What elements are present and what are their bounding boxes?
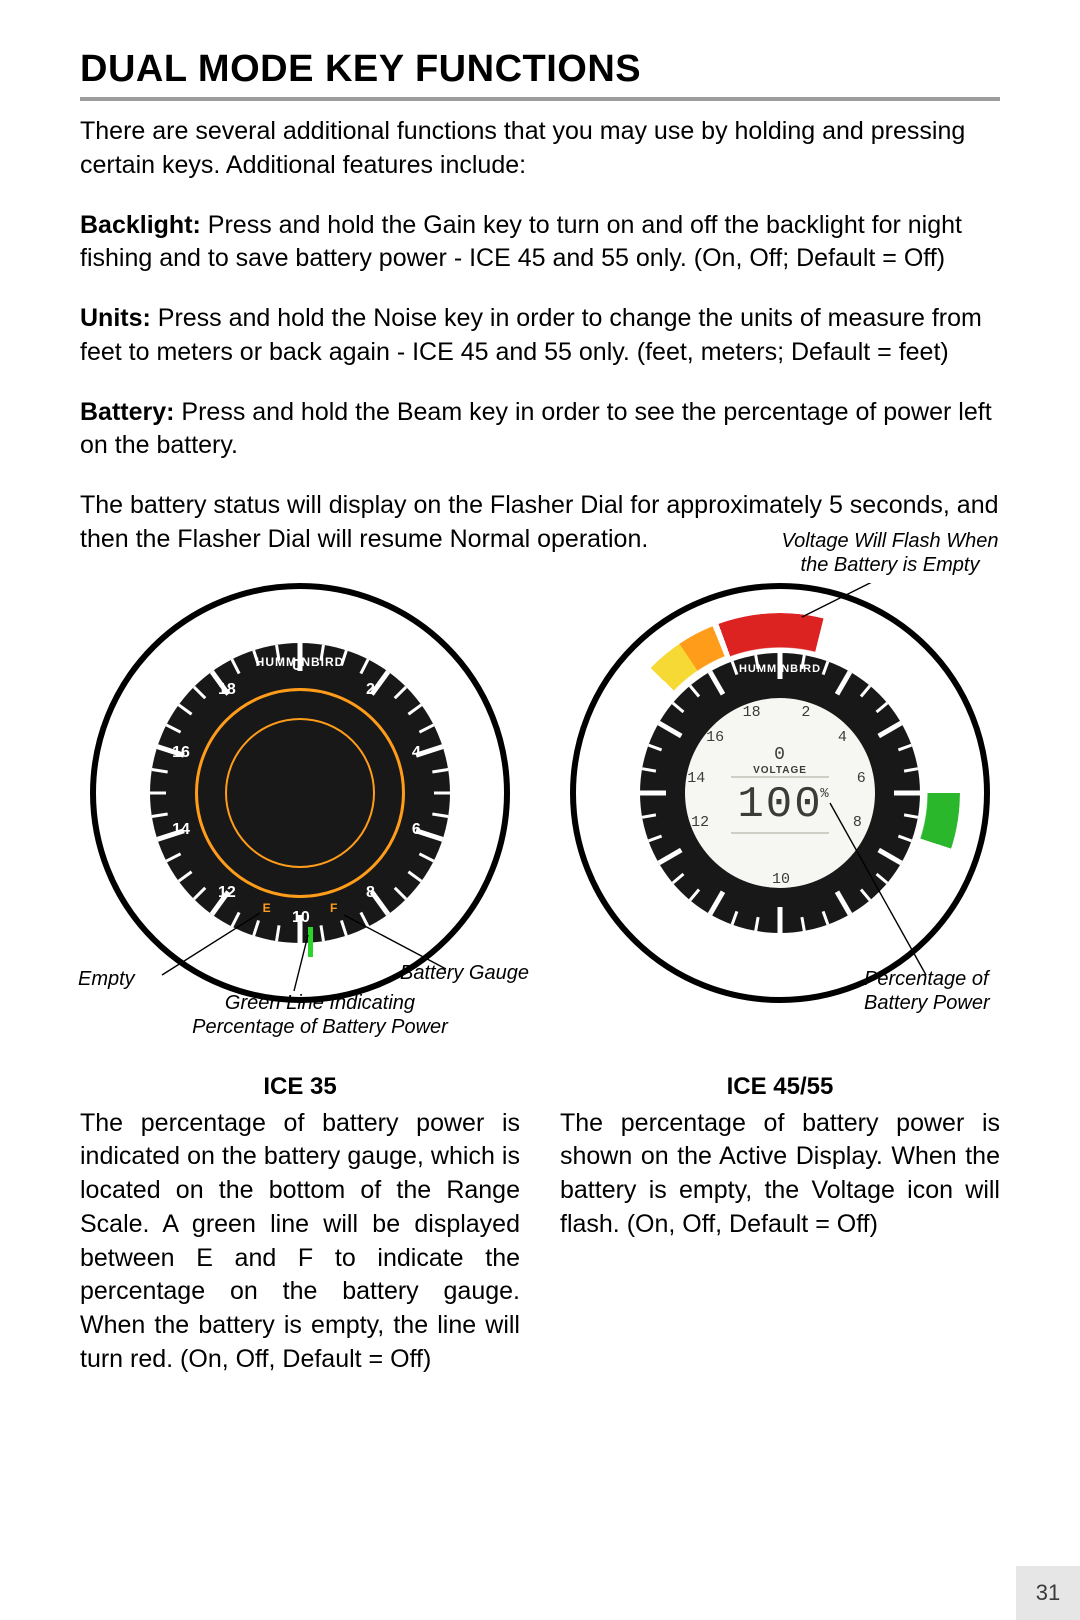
annot-pct-l2: Battery Power: [864, 992, 990, 1014]
dial45-scale-number: 14: [687, 770, 705, 787]
backlight-label: Backlight:: [80, 211, 201, 239]
manual-page: DUAL MODE KEY FUNCTIONS There are severa…: [0, 0, 1080, 1620]
backlight-paragraph: Backlight: Press and hold the Gain key t…: [80, 209, 1000, 277]
annot-voltage-flash-l1: Voltage Will Flash When: [782, 530, 999, 552]
dial35-scale-number: 4: [412, 744, 421, 762]
dial35-ef-label: E F: [90, 901, 510, 915]
battery-text: Press and hold the Beam key in order to …: [80, 398, 992, 460]
dial45-scale-number: 4: [838, 729, 847, 746]
dial45-wrap: HUMMINBIRD 0 VOLTAGE 100 18216414612810 …: [570, 583, 990, 1003]
annot-voltage-flash-l2: the Battery is Empty: [801, 554, 980, 576]
units-text: Press and hold the Noise key in order to…: [80, 304, 982, 366]
annot-greenline-l2: Percentage of Battery Power: [192, 1016, 448, 1038]
annot-greenline-l1: Green Line Indicating: [225, 992, 415, 1014]
dial45-scale-number: 2: [801, 704, 810, 721]
dial45-scale-number: 12: [691, 814, 709, 831]
battery-paragraph: Battery: Press and hold the Beam key in …: [80, 396, 1000, 464]
dial35-wrap: HUMMINBIRD 024681012141618 E F Empty Gre…: [90, 583, 510, 1003]
dial35-scale-number: 6: [412, 821, 421, 839]
ice35-caption: The percentage of battery power is indic…: [80, 1107, 520, 1377]
battery-label: Battery:: [80, 398, 174, 426]
annot-pct: Percentage of Battery Power: [864, 967, 1044, 1015]
annot-gauge: Battery Gauge: [400, 961, 560, 985]
dial45-scale-number: 10: [772, 871, 790, 888]
intro-paragraph: There are several additional functions t…: [80, 115, 1000, 183]
dial35-scale-number: 16: [172, 744, 190, 762]
ice45-caption-title: ICE 45/55: [560, 1073, 1000, 1101]
units-label: Units:: [80, 304, 151, 332]
dial45-scale-number: 18: [743, 704, 761, 721]
dial35-scale-number: 0: [292, 657, 301, 675]
dial45-scale-number: 8: [853, 814, 862, 831]
ice35-caption-title: ICE 35: [80, 1073, 520, 1101]
figure-ice45: Voltage Will Flash When the Battery is E…: [560, 583, 1000, 1377]
title-rule: [80, 97, 1000, 101]
dial35-green-line: [308, 927, 313, 957]
ice45-caption: The percentage of battery power is shown…: [560, 1107, 1000, 1242]
figure-ice35: HUMMINBIRD 024681012141618 E F Empty Gre…: [80, 583, 520, 1377]
dial45: HUMMINBIRD 0 VOLTAGE 100 18216414612810: [570, 583, 990, 1003]
dial45-scale-number: 16: [706, 729, 724, 746]
annot-greenline: Green Line Indicating Percentage of Batt…: [170, 991, 470, 1039]
annot-pct-l1: Percentage of: [864, 968, 989, 990]
dial35-inner-ring-2: [225, 718, 375, 868]
dial45-scale-number: 6: [857, 770, 866, 787]
dial45-voltage-label: VOLTAGE: [753, 765, 807, 776]
units-paragraph: Units: Press and hold the Noise key in o…: [80, 302, 1000, 370]
page-title: DUAL MODE KEY FUNCTIONS: [80, 48, 1000, 91]
page-number: 31: [1016, 1566, 1080, 1620]
dial45-lcd-window: 0 VOLTAGE 100: [685, 698, 875, 888]
backlight-text: Press and hold the Gain key to turn on a…: [80, 211, 962, 273]
dial35-scale-number: 14: [172, 821, 190, 839]
dial35-scale-number: 18: [218, 681, 236, 699]
dial35-scale-number: 2: [366, 681, 375, 699]
dial45-percent-value: 100: [731, 776, 828, 834]
annot-empty: Empty: [78, 967, 198, 991]
figures-row: HUMMINBIRD 024681012141618 E F Empty Gre…: [80, 583, 1000, 1377]
dial35: HUMMINBIRD 024681012141618 E F: [90, 583, 510, 1003]
dial45-voltage-top: 0: [774, 745, 786, 765]
